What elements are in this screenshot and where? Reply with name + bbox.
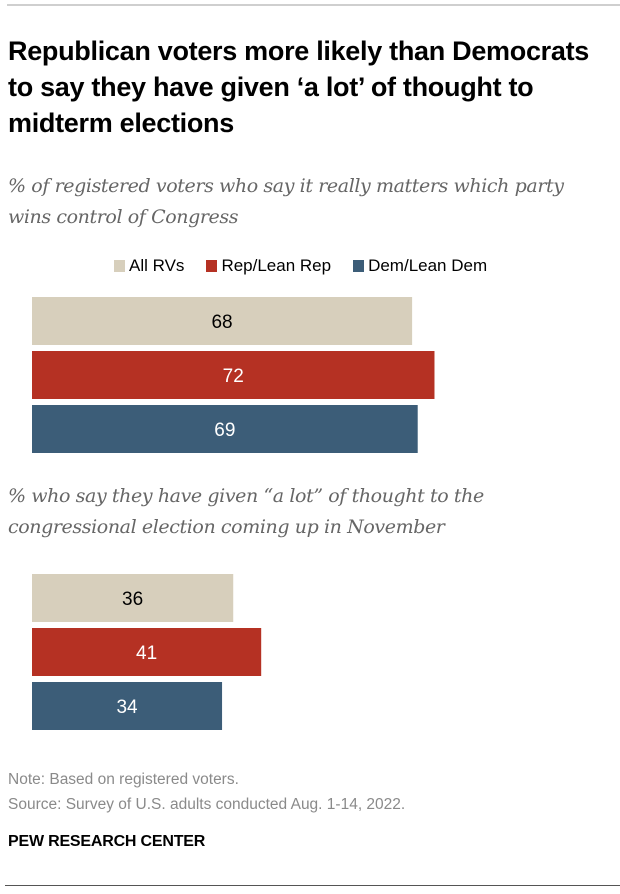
legend-swatch-dem <box>353 260 365 272</box>
bar-chart2-all-rvs <box>32 574 234 622</box>
legend-label-dem: Dem/Lean Dem <box>368 256 488 275</box>
source-text: Source: Survey of U.S. adults conducted … <box>8 796 406 813</box>
chart-2-subtitle: % who say they have given “a lot” of tho… <box>8 485 484 538</box>
bar-chart1-rep <box>32 351 435 399</box>
legend-label-all-rvs: All RVs <box>129 256 185 275</box>
bottom-rule <box>5 885 620 886</box>
legend-item-rep: Rep/Lean Rep <box>206 256 331 276</box>
legend: All RVs Rep/Lean Rep Dem/Lean Dem <box>114 256 509 276</box>
legend-item-all-rvs: All RVs <box>114 256 184 276</box>
bar-chart1-all-rvs <box>32 297 413 345</box>
legend-item-dem: Dem/Lean Dem <box>353 256 487 276</box>
bar-label-chart2-rep: 41 <box>136 643 157 664</box>
bar-chart2-dem <box>32 682 223 730</box>
legend-label-rep: Rep/Lean Rep <box>221 256 332 275</box>
bar-label-chart2-all-rvs: 36 <box>122 589 143 610</box>
bar-label-chart1-dem: 69 <box>214 420 235 441</box>
top-rule <box>7 4 620 6</box>
bar-label-chart1-all-rvs: 68 <box>211 312 232 333</box>
bar-label-chart1-rep: 72 <box>223 366 244 387</box>
chart-title: Republican voters more likely than Democ… <box>8 36 589 138</box>
bar-chart2-rep <box>32 628 262 676</box>
bar-chart1-dem <box>32 405 418 453</box>
chart-1-subtitle: % of registered voters who say it really… <box>8 175 564 228</box>
bar-label-chart2-dem: 34 <box>116 697 138 718</box>
note-text: Note: Based on registered voters. <box>8 771 239 788</box>
legend-swatch-all-rvs <box>114 260 125 272</box>
footnote: Note: Based on registered voters. Source… <box>8 767 405 817</box>
legend-swatch-rep <box>206 260 218 272</box>
brand-label: PEW RESEARCH CENTER <box>8 833 206 850</box>
